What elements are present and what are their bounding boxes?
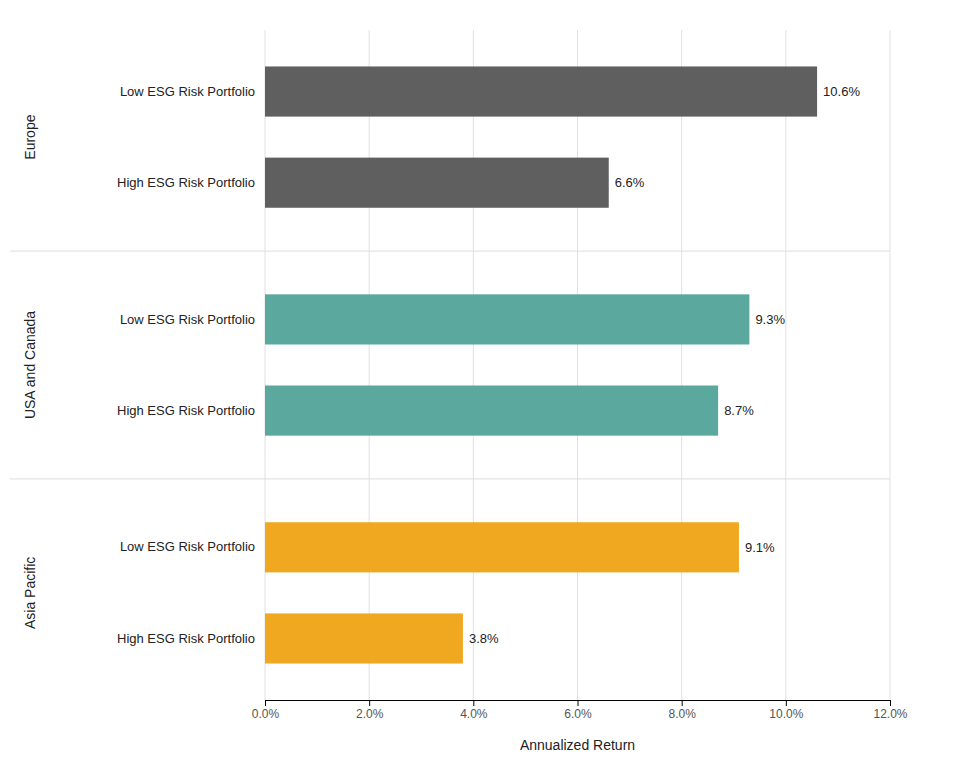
x-axis-line	[266, 701, 891, 707]
bar	[265, 294, 749, 344]
y-tick-label: High ESG Risk Portfolio	[117, 403, 255, 418]
y-tick-label: Low ESG Risk Portfolio	[120, 312, 255, 327]
x-tick-mark	[369, 700, 370, 706]
x-tick: 2.0%	[356, 700, 384, 721]
chart: 10.6% 6.6% 9.3% 8.7% 9.1% 3.8% Low ESG Risk Po…	[0, 0, 960, 775]
group-label: Asia Pacific	[22, 557, 38, 629]
grid	[265, 30, 890, 700]
data-labels: 10.6% 6.6% 9.3% 8.7% 9.1% 3.8%	[469, 84, 860, 646]
grid-line	[265, 30, 266, 700]
x-axis-title: Annualized Return	[520, 737, 635, 753]
y-axis: Low ESG Risk Portfolio High ESG Risk Port…	[117, 312, 265, 418]
y-tick: High ESG Risk Portfolio	[117, 631, 265, 646]
x-tick: 8.0%	[668, 700, 696, 721]
bar	[265, 158, 609, 208]
x-tick-mark	[786, 700, 787, 706]
bar	[265, 522, 739, 572]
data-label: 3.8%	[469, 631, 499, 646]
bar	[265, 613, 463, 663]
data-label: 9.3%	[755, 312, 785, 327]
y-tick-label: High ESG Risk Portfolio	[117, 631, 255, 646]
y-tick-label: High ESG Risk Portfolio	[117, 175, 255, 190]
group-label: USA and Canada	[22, 311, 38, 419]
x-tick-label: 2.0%	[356, 707, 384, 721]
grid-line	[369, 30, 370, 700]
x-tick: 6.0%	[564, 700, 592, 721]
y-axis: Low ESG Risk Portfolio High ESG Risk Port…	[117, 84, 265, 190]
x-tick-label: 10.0%	[769, 707, 803, 721]
grid-line	[681, 30, 682, 700]
plot: 10.6% 6.6% 9.3% 8.7% 9.1% 3.8% Low ESG Risk Po…	[10, 30, 908, 753]
group-label: Europe	[22, 114, 38, 159]
y-tick: Low ESG Risk Portfolio	[120, 539, 265, 554]
y-tick: High ESG Risk Portfolio	[117, 403, 265, 418]
y-tick: Low ESG Risk Portfolio	[120, 312, 265, 327]
x-tick-mark	[473, 700, 474, 706]
data-label: 6.6%	[615, 175, 645, 190]
x-tick-label: 8.0%	[668, 707, 696, 721]
x-tick-label: 6.0%	[564, 707, 592, 721]
group-divider	[10, 251, 890, 252]
dividers	[10, 251, 890, 479]
x-tick-label: 4.0%	[460, 707, 488, 721]
data-label: 9.1%	[745, 540, 775, 555]
grid-line	[473, 30, 474, 700]
bar	[265, 66, 817, 116]
grid-line	[577, 30, 578, 700]
x-tick-mark	[682, 700, 683, 706]
y-tick-label: Low ESG Risk Portfolio	[120, 539, 255, 554]
x-tick-mark	[578, 700, 579, 706]
group-divider	[10, 478, 890, 479]
x-tick: 10.0%	[769, 700, 803, 721]
grid-line	[785, 30, 786, 700]
grid-line	[890, 30, 891, 700]
y-tick-label: Low ESG Risk Portfolio	[120, 84, 255, 99]
x-tick: 0.0%	[252, 700, 280, 721]
x-tick: 12.0%	[873, 700, 907, 721]
x-axis: 0.0% 2.0% 4.0% 6.0% 8.0% 10.0% 12.0%	[252, 700, 908, 721]
x-tick-label: 12.0%	[873, 707, 907, 721]
x-tick-mark	[890, 700, 891, 706]
bar	[265, 386, 718, 436]
y-tick: High ESG Risk Portfolio	[117, 175, 265, 190]
x-tick: 4.0%	[460, 700, 488, 721]
y-axis: Low ESG Risk Portfolio High ESG Risk Port…	[117, 539, 265, 645]
x-tick-label: 0.0%	[252, 707, 280, 721]
data-label: 10.6%	[823, 84, 860, 99]
data-label: 8.7%	[724, 403, 754, 418]
y-tick: Low ESG Risk Portfolio	[120, 84, 265, 99]
bars	[265, 66, 817, 663]
x-tick-mark	[265, 700, 266, 706]
